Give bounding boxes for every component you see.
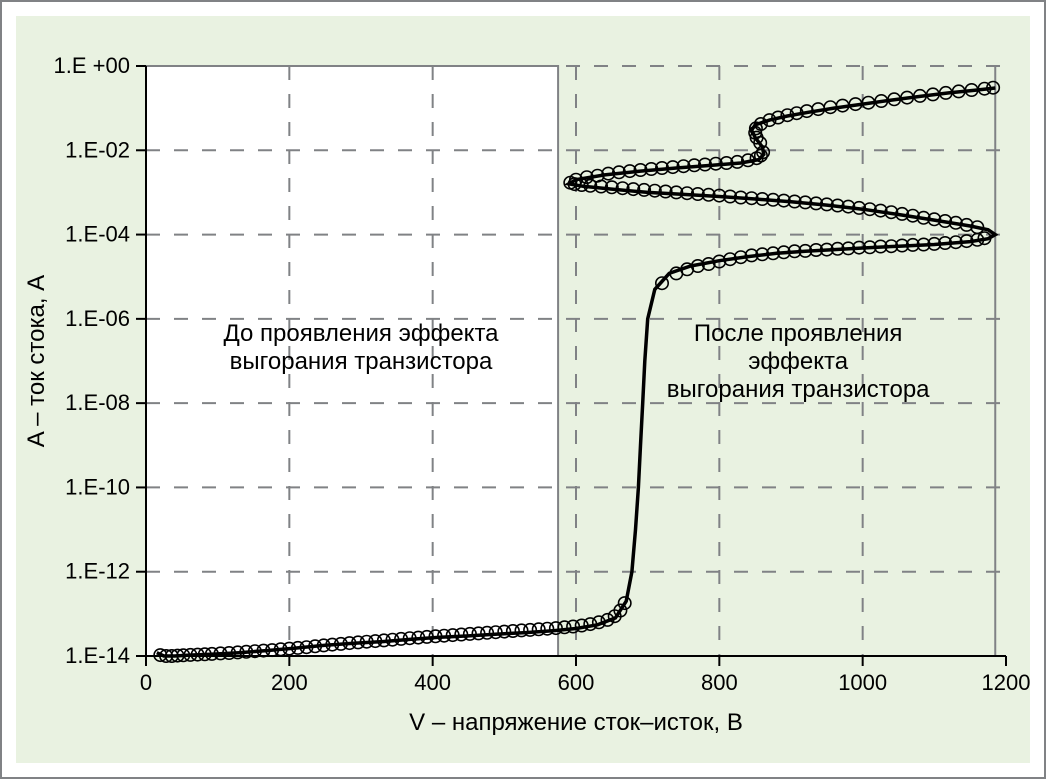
x-tick-label: 400 [414,670,451,695]
semilog-chart: 0 200 400 600 800 1000 1200 1.E-14 1.E-12 1.E-10 1… [16,16,1030,763]
figure-outer-frame: 0 200 400 600 800 1000 1200 1.E-14 1.E-12 1.E-10 1… [0,0,1046,779]
annotation-after-line: После проявления [694,320,903,347]
y-tick-label: 1.E-02 [65,137,130,162]
y-tick-label: 1.E +00 [54,53,130,78]
annotation-before-line: выгорания транзистора [230,348,493,375]
annotation-before-line: До проявления эффекта [223,320,499,347]
x-tick-label: 200 [271,670,308,695]
x-tick-label: 0 [140,670,152,695]
x-tick-label: 600 [558,670,595,695]
x-tick-label: 1200 [982,670,1030,695]
x-tick-label: 1000 [838,670,887,695]
y-tick-label: 1.E-12 [65,559,130,584]
x-tick-label: 800 [701,670,738,695]
y-tick-label: 1.E-04 [65,222,130,247]
annotation-after-line: выгорания транзистора [667,376,930,403]
y-tick-label: 1.E-14 [65,643,130,668]
x-axis-title: V – напряжение сток–исток, В [409,709,743,736]
y-tick-label: 1.E-08 [65,390,130,415]
y-axis-title: A – ток стока, А [23,275,50,447]
y-tick-label: 1.E-06 [65,306,130,331]
y-tick-label: 1.E-10 [65,474,130,499]
figure-inner-panel: 0 200 400 600 800 1000 1200 1.E-14 1.E-12 1.E-10 1… [16,16,1030,763]
annotation-after-line: эффекта [748,348,849,375]
